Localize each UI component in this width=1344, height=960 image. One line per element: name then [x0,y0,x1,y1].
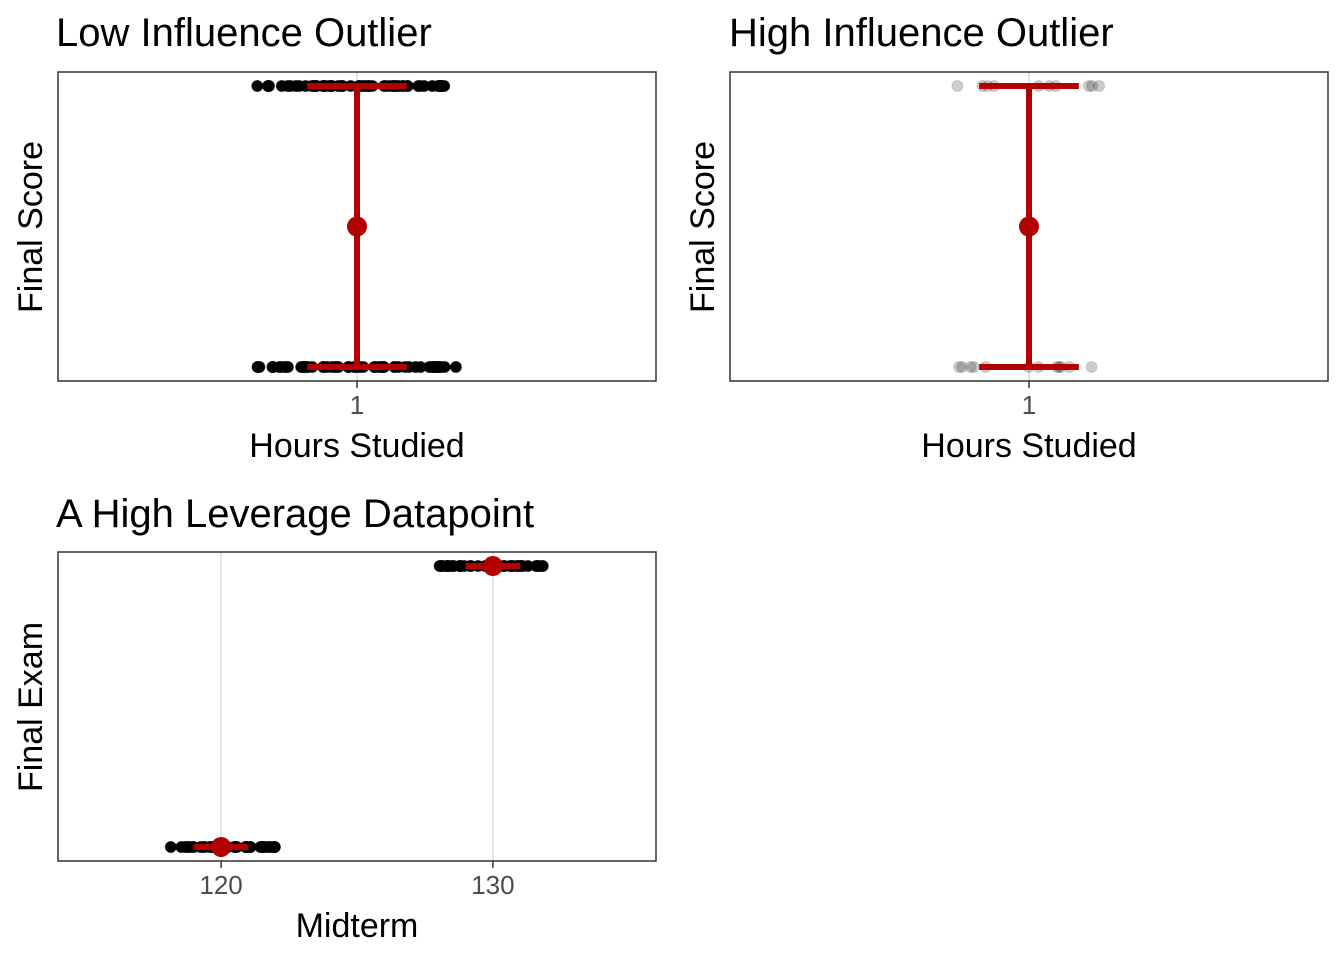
data-point [1082,80,1095,92]
data-point [1086,80,1099,92]
mean-point [1019,216,1039,237]
x-tick-label: 130 [471,870,514,900]
plot-marks [164,556,549,857]
panel-border [729,71,1329,382]
data-point [251,361,264,373]
plot-area: 1 [729,71,1329,420]
data-point [435,80,448,92]
data-point [414,361,427,373]
data-point [274,361,287,373]
data-point [535,560,548,572]
panel-border [57,551,657,862]
panel-title: Low Influence Outlier [56,11,432,55]
panel-title: High Influence Outlier [729,11,1114,55]
panel-title: A High Leverage Datapoint [56,492,534,536]
panel-high-influence-outlier: High Influence Outlier Hours Studied Fin… [684,11,1329,465]
plot-area: 1 [57,71,657,420]
data-point [262,80,275,92]
summary-point [482,556,503,577]
panel-low-influence-outlier: Low Influence Outlier Hours Studied Fina… [12,11,657,465]
y-axis-label: Final Exam [12,622,50,792]
data-point [433,560,446,572]
data-point [251,80,264,92]
data-point [953,361,966,373]
x-axis-label: Midterm [296,907,419,945]
x-axis-label: Hours Studied [249,427,464,465]
data-point [1093,80,1106,92]
plot-marks [951,80,1106,373]
plot-marks [251,80,462,373]
summary-point [211,836,232,857]
data-point [956,361,969,373]
panel-high-leverage-datapoint: A High Leverage Datapoint Midterm Final … [12,492,657,945]
mean-point [347,216,367,237]
y-axis-label: Final Score [12,141,50,313]
y-axis-label: Final Score [684,141,722,313]
panel-border [57,71,657,382]
x-tick-label: 1 [1022,390,1036,420]
data-point [951,80,964,92]
data-point [1085,361,1098,373]
plot-area: 120 130 [57,551,657,900]
x-tick-label: 1 [350,390,364,420]
data-point [967,361,980,373]
data-point [964,361,977,373]
data-point [178,841,191,853]
x-tick-label: 120 [199,870,242,900]
data-point [263,841,276,853]
data-point [454,560,467,572]
x-axis-label: Hours Studied [921,427,1136,465]
data-point [433,361,446,373]
data-point [164,841,177,853]
panel-background [58,552,656,861]
data-point [449,361,462,373]
data-point [284,80,297,92]
